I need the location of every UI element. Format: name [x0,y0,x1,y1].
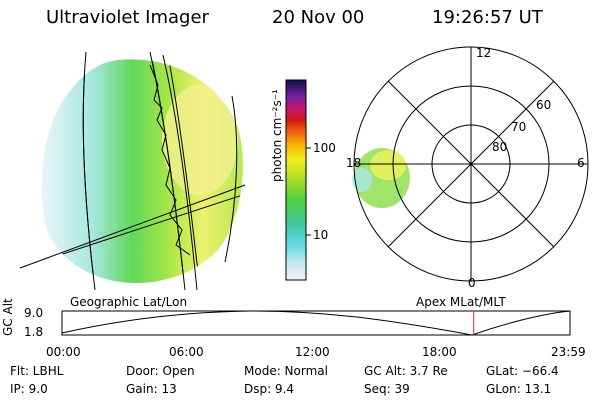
lat-label-80: 80 [492,140,508,154]
status-ip: IP: 9.0 [10,382,48,396]
lat-label-60: 60 [536,98,552,112]
colorbar-tick-10: 10 [313,228,329,242]
status-dsp: Dsp: 9.4 [244,382,295,396]
color-bar [285,79,311,281]
status-glon: GLon: 13.1 [486,382,552,396]
status-mode: Mode: Normal [244,364,328,378]
altitude-plot [61,310,571,336]
right-panel-caption: Apex MLat/MLT [416,295,506,309]
colorbar-unit-label: photon cm⁻²s⁻¹ [270,89,284,182]
mlt-label-6: 6 [577,156,585,170]
time-tick-0600: 06:00 [169,345,204,359]
status-gain: Gain: 13 [126,382,177,396]
time-tick-1200: 12:00 [295,345,330,359]
polar-plot [352,46,589,282]
altitude-curve [61,310,571,336]
mlt-label-18: 18 [346,156,362,170]
time-tick-1800: 18:00 [422,345,457,359]
altitude-ylabel: GC Alt [1,298,15,336]
time-tick-2359: 23:59 [551,345,586,359]
status-door: Door: Open [126,364,195,378]
altitude-ymax: 9.0 [24,306,44,320]
status-gc-alt: GC Alt: 3.7 Re [364,364,448,378]
status-seq: Seq: 39 [364,382,410,396]
altitude-ymin: 1.8 [24,325,44,339]
left-panel-caption: Geographic Lat/Lon [70,295,188,309]
mlt-label-12: 12 [476,46,492,60]
instrument-title: Ultraviolet Imager [46,7,209,28]
geographic-image-panel [19,51,246,291]
colorbar-tick-100: 100 [313,141,336,155]
status-flt: Flt: LBHL [10,364,64,378]
time-label: 19:26:57 UT [432,7,543,28]
time-tick-0000: 00:00 [46,345,81,359]
mlt-label-0: 0 [468,276,476,290]
lat-label-70: 70 [511,120,527,134]
status-glat: GLat: −66.4 [486,364,559,378]
date-label: 20 Nov 00 [272,7,365,28]
